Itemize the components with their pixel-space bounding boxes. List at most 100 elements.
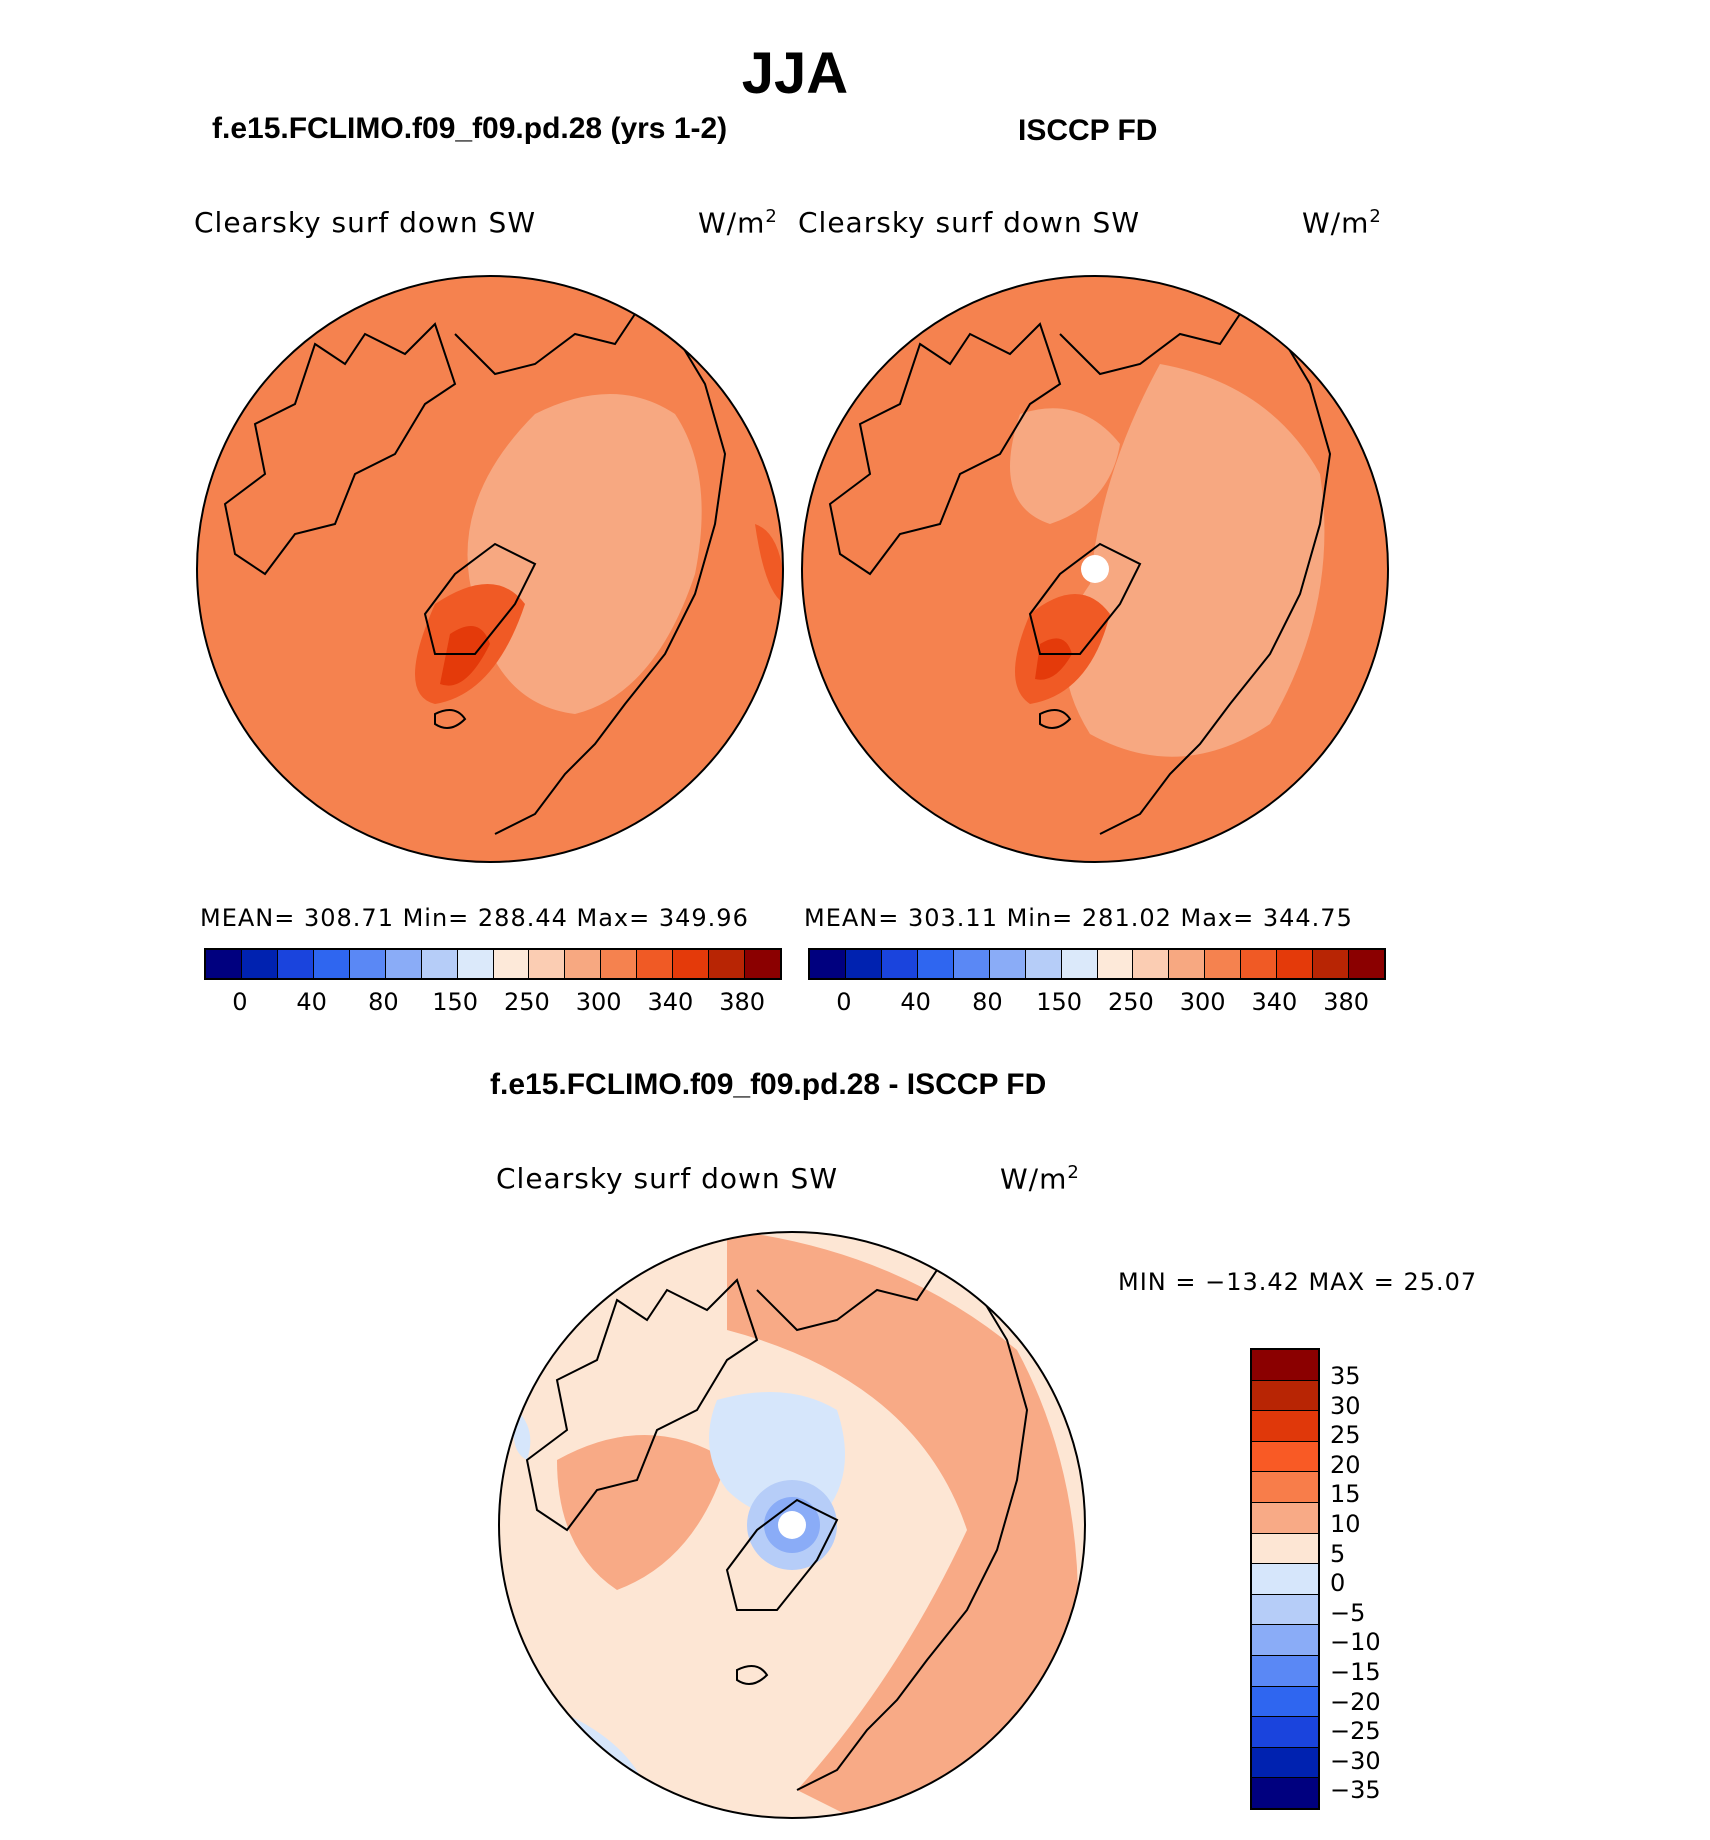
diff-colorbar-swatch: [1252, 1502, 1318, 1534]
obs-colorbar-swatch: [1277, 950, 1314, 978]
diff-coastline-iceland: [736, 1665, 769, 1685]
model-variable-label: Clearsky surf down SW: [194, 206, 537, 239]
diff-colorbar-swatch: [1252, 1411, 1318, 1442]
diff-map-border: [498, 1231, 1086, 1819]
obs-colorbar-tick-label: 40: [900, 988, 931, 1016]
diff-colorbar-swatch: [1252, 1625, 1318, 1656]
obs-colorbar-swatch: [1241, 950, 1278, 978]
model-colorbar-swatch: [241, 950, 278, 978]
model-colorbar-ticks: 0 40 80 150 250 300 340 380: [204, 988, 778, 1018]
obs-colorbar-swatch: [1097, 950, 1134, 978]
model-colorbar-swatch: [421, 950, 458, 978]
obs-colorbar-tick-label: 340: [1251, 988, 1298, 1016]
obs-colorbar-swatch: [1349, 950, 1384, 978]
obs-stats: MEAN= 303.11 Min= 281.02 Max= 344.75: [804, 904, 1353, 932]
model-colorbar: [204, 948, 782, 980]
obs-colorbar-ticks: 0 40 80 150 250 300 340 380: [808, 988, 1382, 1018]
model-colorbar-swatch: [493, 950, 530, 978]
model-coastline-eurasia: [454, 312, 727, 835]
diff-minmax: MIN = −13.42 MAX = 25.07: [1118, 1268, 1478, 1296]
model-stats: MEAN= 308.71 Min= 288.44 Max= 349.96: [200, 904, 749, 932]
obs-pole-hole: [1081, 555, 1109, 583]
model-light-region: [467, 394, 702, 714]
obs-colorbar-swatch: [917, 950, 954, 978]
obs-coastline-iceland: [1039, 709, 1072, 729]
diff-colorbar-swatch: [1252, 1441, 1318, 1473]
obs-map-border: [801, 275, 1389, 863]
diff-colorbar-swatch: [1252, 1747, 1318, 1779]
model-map-border: [196, 275, 784, 863]
obs-light-region-west: [1010, 408, 1120, 524]
obs-coastline-greenland: [1028, 542, 1142, 655]
model-colorbar-swatch: [206, 950, 242, 978]
diff-colorbar-tick-label: −30: [1330, 1746, 1381, 1775]
model-colorbar-swatch: [529, 950, 566, 978]
model-colorbar-tick-label: 80: [368, 988, 399, 1016]
model-east-edge-region: [755, 524, 783, 604]
diff-panel-heading: f.e15.FCLIMO.f09_f09.pd.28 - ISCCP FD: [490, 1068, 1047, 1101]
obs-colorbar-swatch: [1313, 950, 1350, 978]
obs-colorbar-tick-label: 150: [1036, 988, 1083, 1016]
model-coastline-iceland: [434, 709, 467, 729]
model-units-label: W/m2: [698, 206, 778, 240]
diff-colorbar-swatch: [1252, 1564, 1318, 1595]
figure-title: JJA: [741, 41, 849, 106]
diff-colorbar: [1250, 1348, 1320, 1810]
obs-colorbar-tick-label: 300: [1179, 988, 1226, 1016]
diff-variable-label: Clearsky surf down SW: [496, 1162, 839, 1195]
obs-colorbar-swatch: [1205, 950, 1242, 978]
obs-colorbar-swatch: [989, 950, 1026, 978]
model-colorbar-tick-label: 300: [575, 988, 622, 1016]
diff-coastline-north-america: [525, 1278, 759, 1532]
obs-colorbar-swatch: [1133, 950, 1170, 978]
obs-units-label: W/m2: [1302, 206, 1382, 240]
model-colorbar-swatch: [349, 950, 386, 978]
obs-coastline-eurasia: [1059, 312, 1332, 835]
diff-colorbar-tick-label: 35: [1330, 1362, 1361, 1390]
diff-colorbar-tick-label: −20: [1330, 1687, 1381, 1716]
diff-colorbar-swatch: [1252, 1533, 1318, 1565]
model-coastline-greenland: [423, 542, 537, 655]
diff-colorbar-tick-label: −5: [1330, 1598, 1366, 1627]
diff-colorbar-swatch: [1252, 1655, 1318, 1687]
diff-coastline-greenland: [725, 1498, 839, 1611]
diff-colorbar-tick-label: 25: [1330, 1421, 1361, 1450]
model-polar-map: [196, 275, 784, 863]
model-colorbar-swatch: [601, 950, 638, 978]
model-colorbar-swatch: [745, 950, 780, 978]
model-colorbar-swatch: [385, 950, 422, 978]
diff-colorbar-tick-label: 5: [1330, 1539, 1346, 1568]
obs-colorbar-swatch: [845, 950, 882, 978]
model-greenland-core: [440, 626, 490, 686]
obs-colorbar-swatch: [1169, 950, 1206, 978]
obs-colorbar-swatch: [810, 950, 846, 978]
diff-colorbar-tick-label: −25: [1330, 1717, 1381, 1746]
obs-colorbar-swatch: [1025, 950, 1062, 978]
diff-colorbar-tick-label: −15: [1330, 1658, 1381, 1686]
obs-colorbar-tick-label: 80: [972, 988, 1003, 1016]
model-colorbar-swatch: [565, 950, 602, 978]
model-panel-heading: f.e15.FCLIMO.f09_f09.pd.28 (yrs 1-2): [212, 112, 728, 145]
model-colorbar-swatch: [457, 950, 494, 978]
diff-colorbar-tick-label: 0: [1330, 1569, 1346, 1598]
diff-colorbar-swatch: [1252, 1380, 1318, 1412]
diff-positive-region-west: [557, 1435, 727, 1590]
model-colorbar-tick-label: 40: [296, 988, 327, 1016]
model-colorbar-tick-label: 340: [647, 988, 694, 1016]
diff-units-label: W/m2: [1000, 1162, 1080, 1196]
model-colorbar-swatch: [277, 950, 314, 978]
obs-greenland-core: [1035, 638, 1072, 680]
diff-colorbar-tick-label: 10: [1330, 1510, 1361, 1538]
obs-colorbar: [808, 948, 1386, 980]
diff-colorbar-tick-label: 15: [1330, 1480, 1361, 1509]
obs-variable-label: Clearsky surf down SW: [798, 206, 1141, 239]
diff-positive-region-east: [727, 1232, 1079, 1818]
obs-coastline-north-america: [828, 322, 1062, 576]
diff-colorbar-tick-label: −35: [1330, 1776, 1381, 1805]
obs-colorbar-tick-label: 0: [836, 988, 852, 1016]
diff-colorbar-swatch: [1252, 1778, 1318, 1808]
model-colorbar-tick-label: 250: [503, 988, 550, 1016]
diff-colorbar-swatch: [1252, 1717, 1318, 1748]
obs-colorbar-tick-label: 380: [1323, 988, 1370, 1016]
obs-light-region: [1065, 364, 1325, 757]
